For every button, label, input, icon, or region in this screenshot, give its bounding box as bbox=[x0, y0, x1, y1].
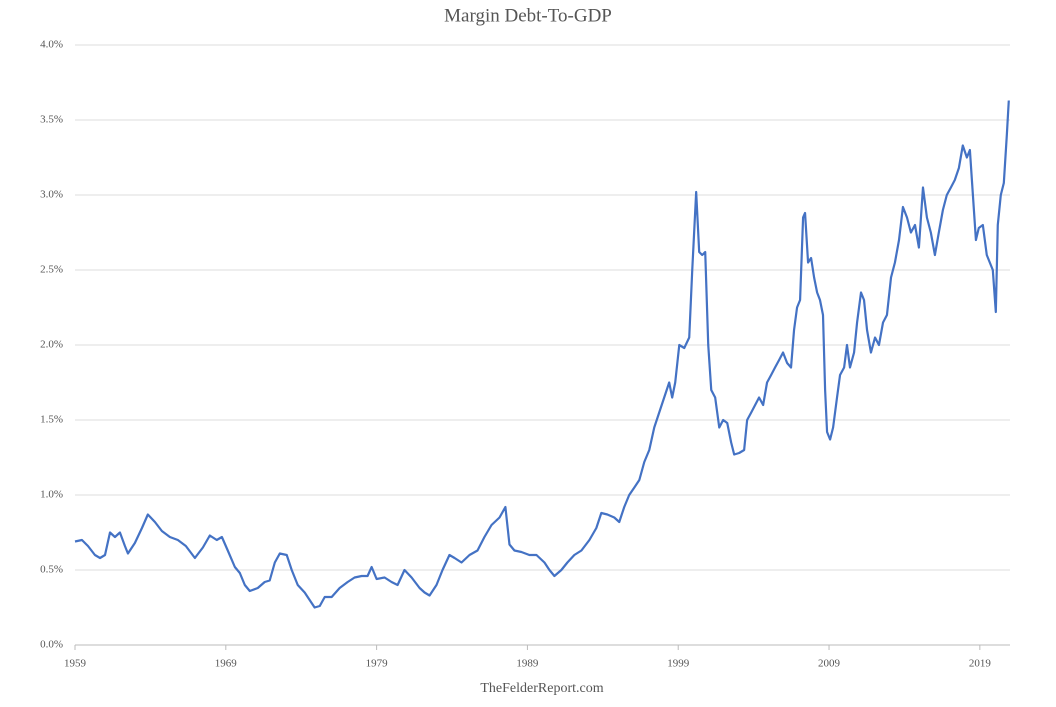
chart-title: Margin Debt-To-GDP bbox=[444, 5, 612, 26]
y-tick-label: 2.0% bbox=[40, 339, 63, 351]
x-tick-label: 1969 bbox=[215, 658, 238, 670]
y-tick-label: 4.0% bbox=[40, 39, 63, 51]
y-tick-label: 3.0% bbox=[40, 189, 63, 201]
y-tick-label: 3.5% bbox=[40, 114, 63, 126]
data-line bbox=[74, 100, 1010, 609]
x-tick-label: 1999 bbox=[667, 658, 690, 670]
x-tick-label: 1959 bbox=[64, 658, 87, 670]
y-tick-label: 0.0% bbox=[40, 639, 63, 651]
y-tick-label: 0.5% bbox=[40, 564, 63, 576]
source-note: TheFelderReport.com bbox=[480, 681, 603, 696]
y-tick-label: 1.5% bbox=[40, 414, 63, 426]
x-tick-label: 1979 bbox=[366, 658, 389, 670]
x-tick-label: 2019 bbox=[969, 658, 992, 670]
x-tick-label: 1989 bbox=[516, 658, 539, 670]
y-tick-label: 2.5% bbox=[40, 264, 63, 276]
y-tick-label: 1.0% bbox=[40, 489, 63, 501]
x-tick-label: 2009 bbox=[818, 658, 841, 670]
